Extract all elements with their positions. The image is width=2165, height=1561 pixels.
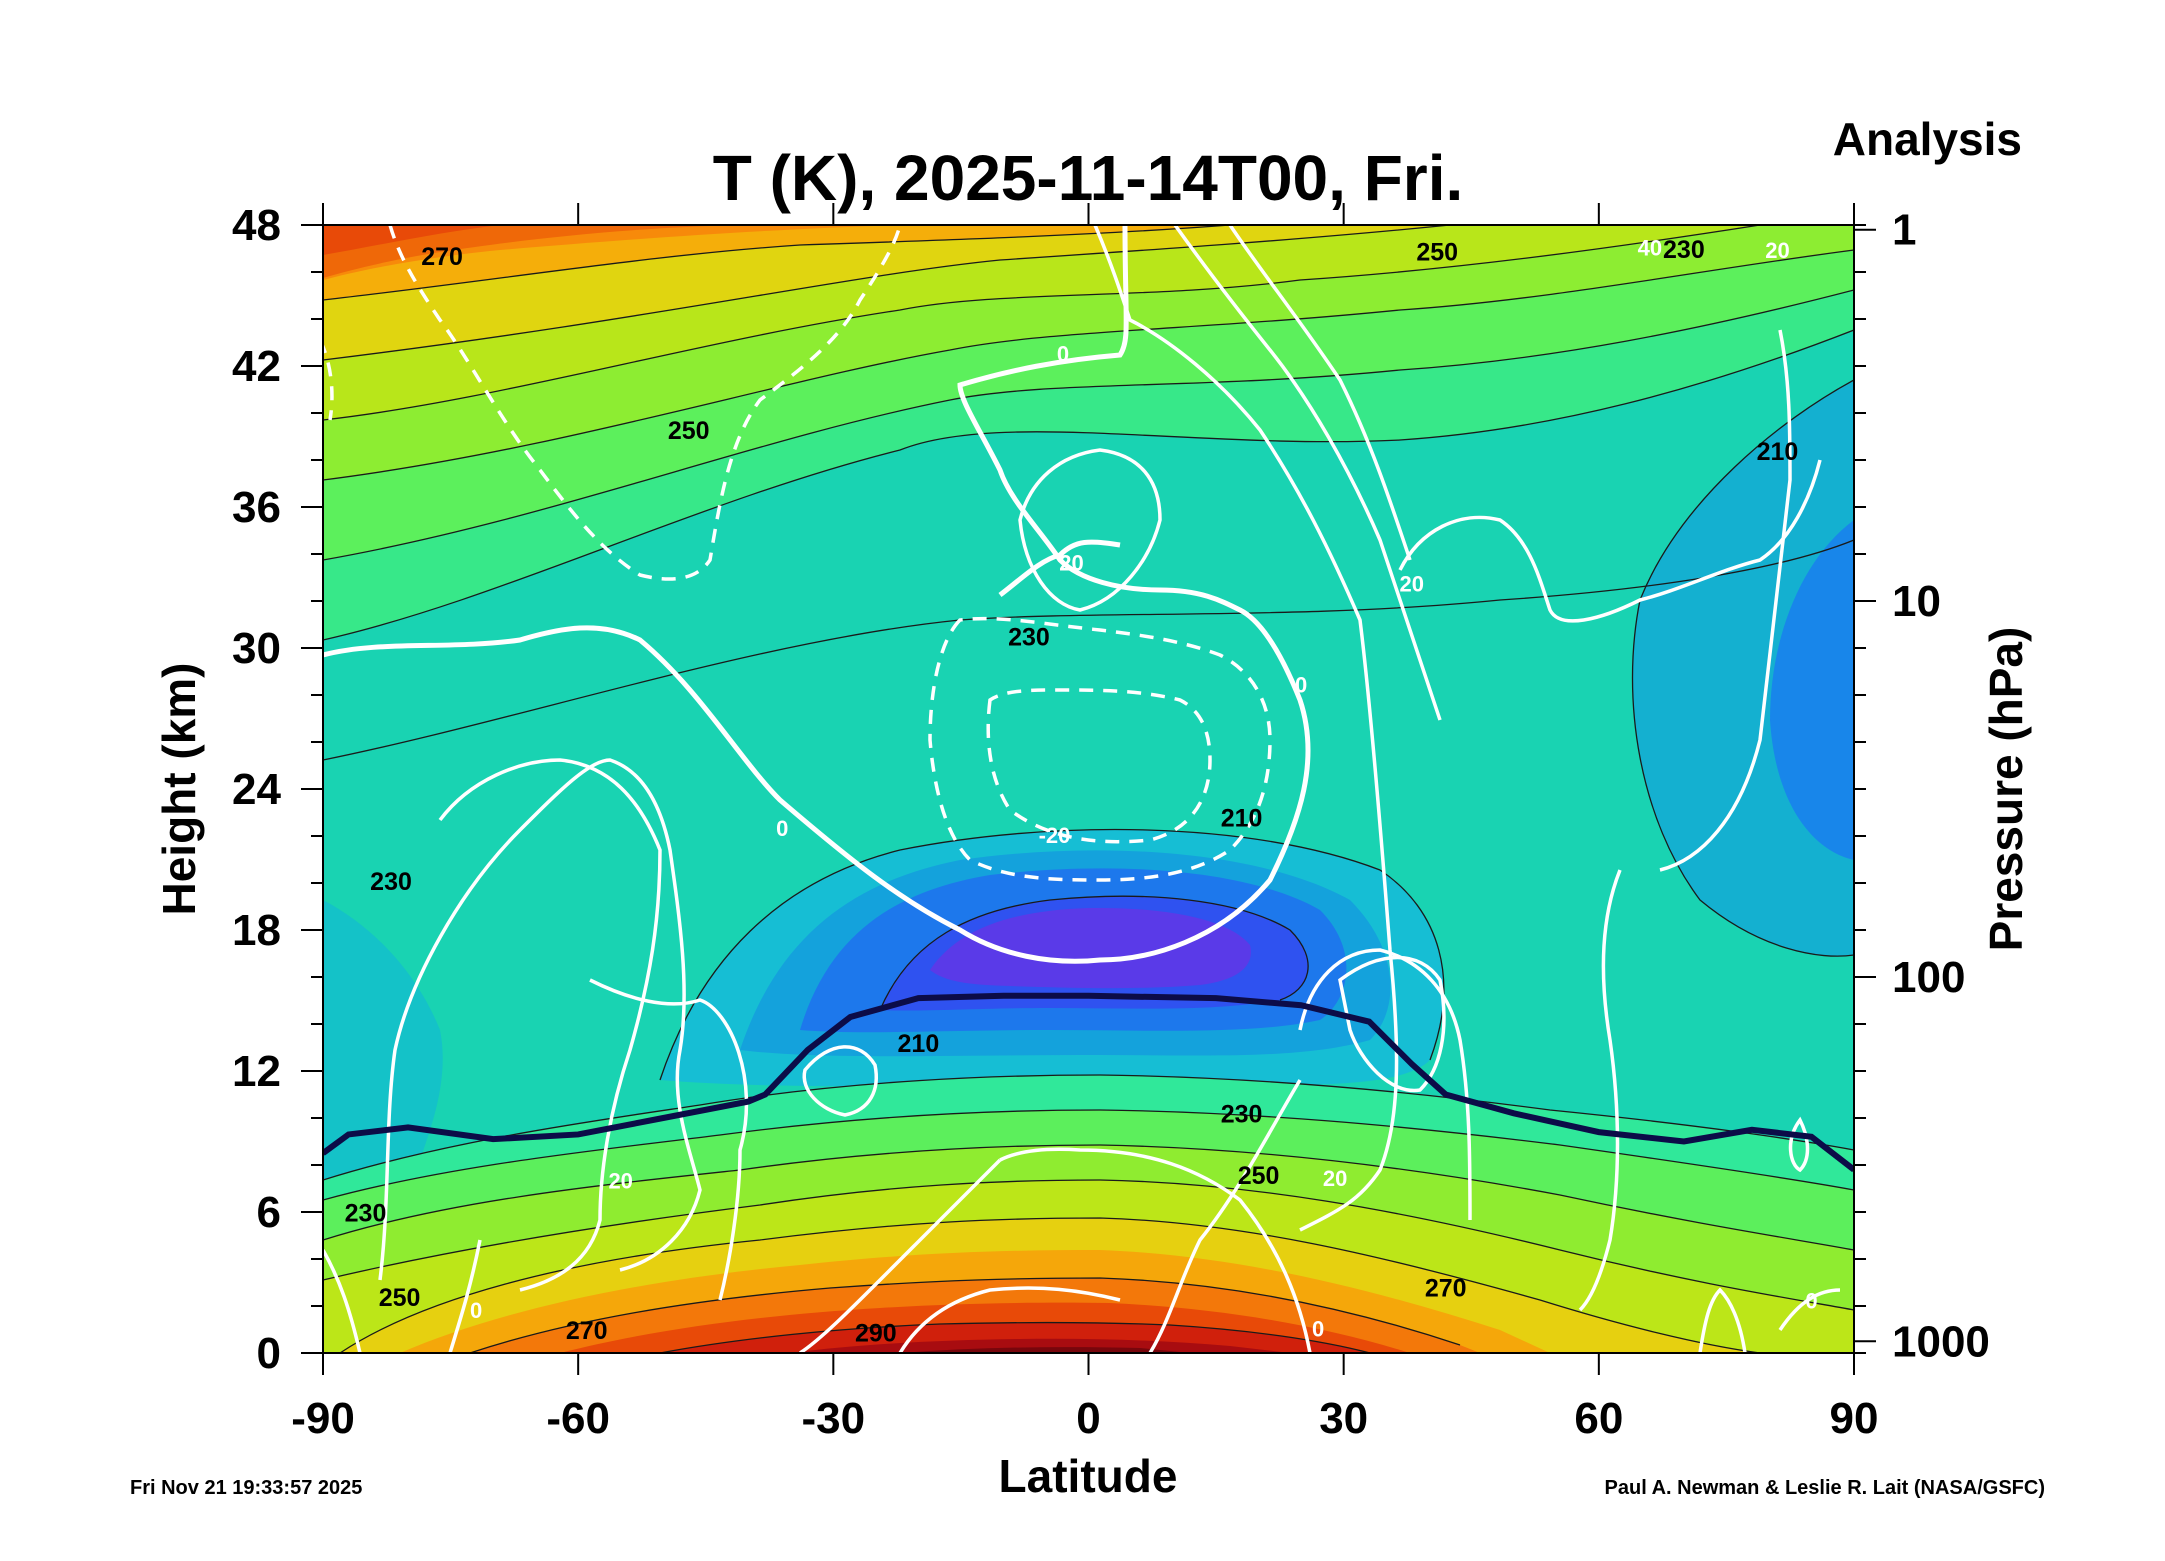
wind-contour-labels: 0 20 0 20 40 20 0 -20 20 20 0 0 0 xyxy=(470,236,1818,1342)
temperature-contour-label: 210 xyxy=(1757,438,1799,466)
wind-contour-label: 0 xyxy=(1295,673,1307,698)
y-axis-label: Height (km) xyxy=(153,663,205,916)
x-tick-label: -30 xyxy=(802,1394,866,1443)
temperature-contour-label: 250 xyxy=(1416,238,1458,266)
wind-contour-label: -20 xyxy=(1039,823,1071,848)
wind-contour-label: 0 xyxy=(470,1298,482,1323)
temperature-contour-label: 210 xyxy=(1221,805,1263,833)
y-tick-label: 24 xyxy=(232,765,281,814)
temperature-contour-labels: 270 250 230 210 230 210 250 230 210 230 250 270 230 2… xyxy=(345,236,1799,1347)
temperature-contour-label: 230 xyxy=(1663,236,1705,264)
wind-contour-label: 0 xyxy=(1312,1317,1324,1342)
wind-contour-label: 40 xyxy=(1638,236,1662,261)
y-tick-label: 6 xyxy=(257,1188,281,1237)
pressure-axis-label: Pressure (hPa) xyxy=(1980,627,2032,952)
y-tick-label: 30 xyxy=(232,624,281,673)
temperature-contour-label: 270 xyxy=(421,243,463,271)
pressure-tick-label: 1 xyxy=(1892,206,1916,255)
wind-contour-label: 20 xyxy=(1059,550,1083,575)
pressure-tick-label: 100 xyxy=(1892,953,1965,1002)
x-axis-label: Latitude xyxy=(999,1450,1178,1502)
temperature-contour-label: 230 xyxy=(1008,624,1050,652)
y-tick-label: 12 xyxy=(232,1047,281,1096)
y-tick-label: 36 xyxy=(232,483,281,532)
footer-timestamp: Fri Nov 21 19:33:57 2025 xyxy=(130,1477,362,1499)
wind-contour-label: 0 xyxy=(776,816,788,841)
temperature-field xyxy=(323,225,1854,1353)
temperature-contour-label: 270 xyxy=(566,1317,608,1345)
temperature-contour-label: 250 xyxy=(1238,1162,1280,1190)
footer-credit: Paul A. Newman & Leslie R. Lait (NASA/GS… xyxy=(1605,1477,2045,1499)
pressure-axis: 1 10 100 1000 xyxy=(1854,206,1990,1366)
temperature-contour-label: 230 xyxy=(1221,1101,1263,1129)
isotherm-lines xyxy=(323,225,1854,1353)
y-tick-label: 0 xyxy=(257,1329,281,1378)
temperature-contour-label: 250 xyxy=(668,417,710,445)
y-tick-label: 48 xyxy=(232,201,281,250)
wind-contour-label: 20 xyxy=(1765,238,1789,263)
chart-subtitle: Analysis xyxy=(1833,113,2022,165)
wind-contour-label: 20 xyxy=(608,1169,632,1194)
wind-contour-label: 20 xyxy=(1399,572,1423,597)
x-tick-label: 0 xyxy=(1076,1394,1100,1443)
temperature-contour-label: 230 xyxy=(370,868,412,896)
x-tick-label: 60 xyxy=(1574,1394,1623,1443)
temperature-contour-label: 250 xyxy=(379,1284,421,1312)
tropopause-line xyxy=(323,992,1854,1173)
y-tick-label: 42 xyxy=(232,342,281,391)
x-tick-label: 90 xyxy=(1830,1394,1879,1443)
y-tick-label: 18 xyxy=(232,906,281,955)
x-tick-label: 30 xyxy=(1319,1394,1368,1443)
wind-contour-label: 20 xyxy=(1323,1166,1347,1191)
temperature-contour-label: 270 xyxy=(1425,1275,1467,1303)
pressure-tick-label: 10 xyxy=(1892,577,1941,626)
temperature-contour-label: 290 xyxy=(855,1319,897,1347)
y-axis: 0 6 12 18 24 30 36 42 48 xyxy=(232,201,323,1378)
x-tick-label: -90 xyxy=(291,1394,355,1443)
wind-contour-label: 0 xyxy=(1805,1288,1817,1313)
wind-contour-label: 0 xyxy=(1057,341,1069,366)
x-tick-label: -60 xyxy=(546,1394,610,1443)
wind-contours xyxy=(323,225,1841,1353)
x-axis: -90 -60 -30 0 30 60 90 xyxy=(291,203,1878,1443)
temperature-contour-label: 210 xyxy=(898,1030,940,1058)
chart-title: T (K), 2025-11-14T00, Fri. xyxy=(713,142,1464,214)
temperature-contour-label: 230 xyxy=(345,1199,387,1227)
pressure-tick-label: 1000 xyxy=(1892,1317,1990,1366)
